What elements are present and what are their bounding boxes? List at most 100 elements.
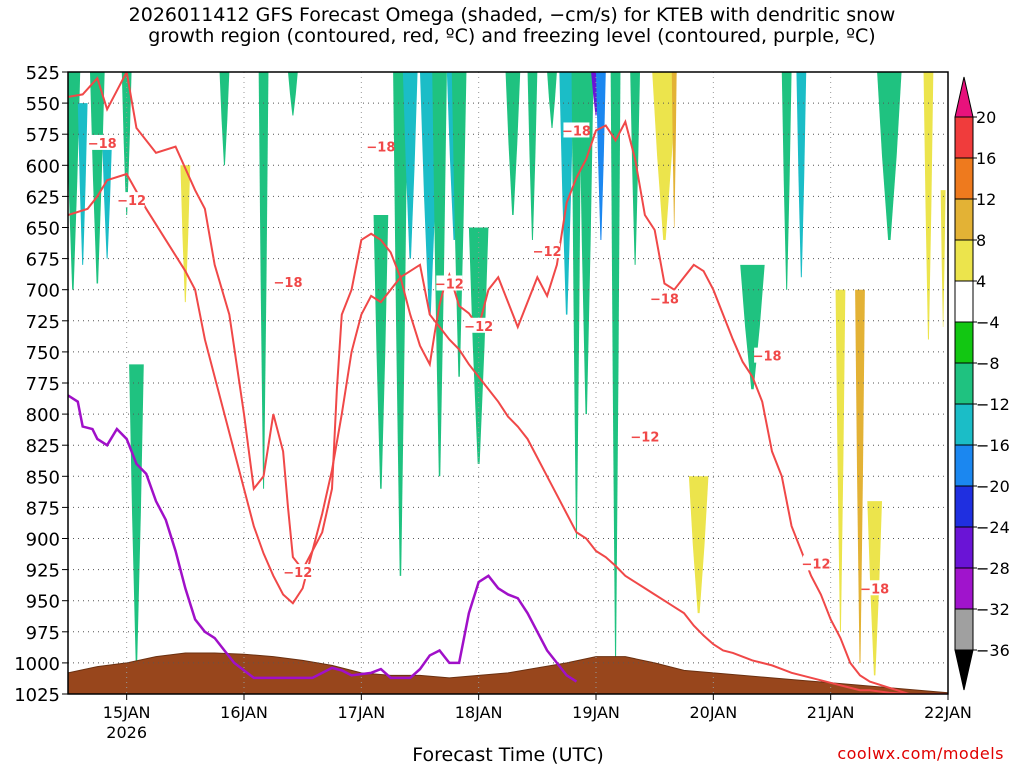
x-tick-label: 15JAN [103,703,151,722]
colorbar-bin [954,526,974,569]
omega-shade [688,476,709,614]
colorbar-bin [954,567,974,610]
omega-shade [129,364,144,663]
contour-label: −12 [802,557,831,572]
x-tick-label: 16JAN [220,703,268,722]
contour-label-bg [754,347,781,363]
y-tick-label: 650 [26,219,60,240]
colorbar-bin [954,608,974,651]
y-tick-label: 600 [26,156,60,177]
contour-label-bg [803,555,829,571]
contour-label: −12 [435,277,464,292]
y-tick-label: 675 [26,250,60,271]
contour-label-bg [89,134,116,150]
y-tick-label: 800 [26,405,60,426]
colorbar-tick-label: 4 [976,272,986,291]
omega-shade [102,140,112,259]
colorbar-tick-label: −24 [976,518,1010,537]
colorbar-bin [954,485,974,528]
contour-label: −12 [630,430,659,445]
omega-shade [505,72,521,216]
colorbar-tick-label: 16 [976,149,996,168]
y-tick-label: 900 [26,530,60,551]
y-tick-label: 925 [26,561,60,582]
omega-shade [671,72,677,228]
y-tick-label: 775 [26,374,60,395]
omega-shade [781,72,792,290]
contour-label: −18 [753,350,782,365]
colorbar-bin [954,403,974,446]
contour-label: −18 [650,292,679,307]
y-tick-label: 575 [26,125,60,146]
omega-shade [121,72,132,216]
contour-label-bg [436,275,463,291]
omega-shade [630,72,640,265]
contour-label: −18 [562,124,591,139]
colorbar-bottom-triangle [954,649,974,691]
x-tick-label: 18JAN [455,703,503,722]
x-tick-label: 19JAN [572,703,620,722]
contour-label-bg [563,122,590,138]
y-tick-label: 550 [26,94,60,115]
colorbar-bin [954,157,974,200]
y-tick-label: 975 [26,623,60,644]
omega-shade [596,72,606,240]
y-tick-label: 700 [26,281,60,302]
contour-label: −12 [117,194,146,209]
dgz-contour-minus12 [68,172,948,694]
colorbar-top-triangle [954,76,974,118]
colorbar-bin [954,239,974,282]
contour-label: −18 [366,141,395,156]
dgz-contour-minus18 [68,72,948,694]
freezing-level-contour [68,394,578,683]
colorbar-tick-label: 8 [976,231,986,250]
omega-shade [468,227,489,464]
colorbar-bin [954,321,974,364]
omega-shade [527,72,538,240]
colorbar-tick-label: −28 [976,559,1010,578]
omega-shade [451,72,467,377]
omega-shade [835,289,846,632]
omega-shade [855,289,865,663]
y-tick-label: 1025 [14,685,60,706]
chart-title-line-1: 2026011412 GFS Forecast Omega (shaded, −… [128,4,896,26]
y-tick-label: 750 [26,343,60,364]
colorbar-bin [954,362,974,405]
x-tick-label: 20JAN [689,703,737,722]
colorbar-tick-label: −20 [976,477,1010,496]
contour-label: −18 [274,276,303,291]
x-tick-label: 21JAN [807,703,855,722]
omega-shade [877,72,902,240]
omega-shade [578,72,594,415]
omega-shade [796,72,807,278]
omega-shade [923,72,934,340]
colorbar-tick-label: −4 [976,313,1000,332]
omega-shade [68,72,81,290]
contour-label-bg [631,428,658,444]
colorbar-bin [954,116,974,159]
omega-shade [571,72,582,539]
x-tick-label: 17JAN [337,703,385,722]
omega-shade [393,72,408,576]
omega-shade [740,264,765,390]
colorbar-bin [954,444,974,487]
y-tick-label: 625 [26,187,60,208]
omega-shade [432,72,447,477]
contour-label-bg [275,274,301,290]
y-tick-label: 875 [26,498,60,519]
omega-shade [652,72,677,240]
omega-shade [180,165,191,303]
colorbar-tick-label: −8 [976,354,1000,373]
contour-label-bg [861,580,888,596]
contour-label: −12 [533,245,562,260]
colorbar-tick-label: 12 [976,190,996,209]
omega-shade [610,72,621,663]
omega-shade [373,215,389,489]
contour-label-bg [534,243,561,259]
x-axis-title: Forecast Time (UTC) [412,744,604,766]
colorbar-bin [954,280,974,323]
contour-label: −12 [464,320,493,335]
contour-label: −18 [88,137,117,152]
